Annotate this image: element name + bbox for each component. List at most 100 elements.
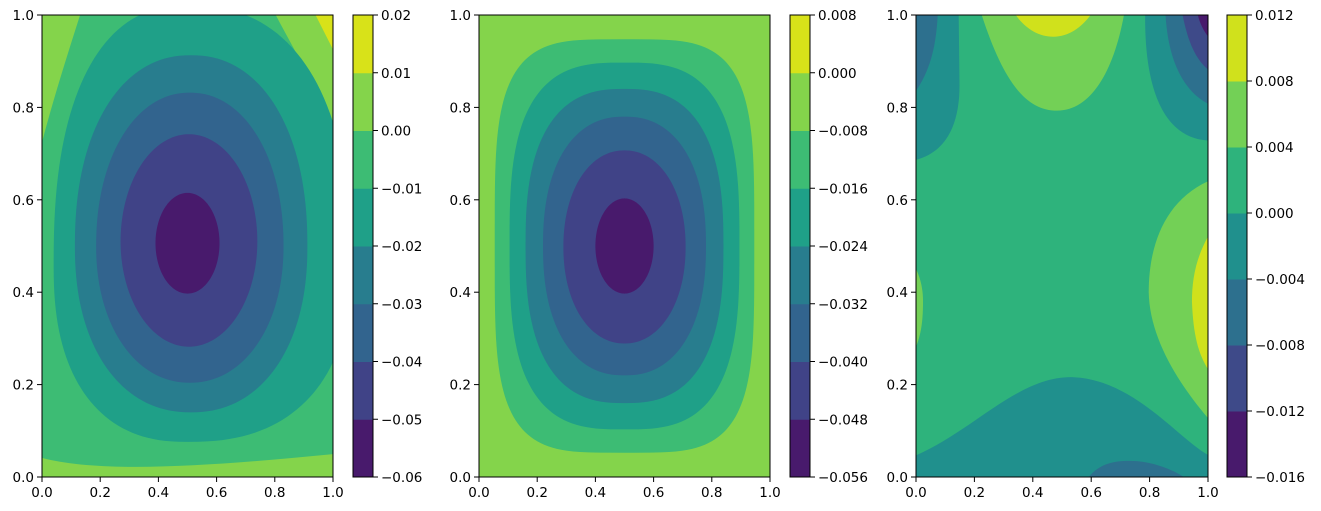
contour-band-5	[916, 268, 924, 347]
y-tick-label: 0.4	[450, 285, 471, 301]
contour-band-0	[595, 198, 654, 294]
colorbar-swatch	[790, 303, 810, 362]
colorbar-tick-label: −0.01	[381, 181, 422, 197]
contour-band-5	[1148, 181, 1208, 419]
colorbar-tick-label: −0.04	[381, 355, 422, 371]
axes-frame	[41, 14, 334, 478]
contour-plot-3: 0.0 0.2 0.4 0.6 0.8 1.0 0.0 0.2 0.4 0.6 0.8 1.0	[887, 8, 1219, 501]
x-tick-label: 0.4	[1022, 485, 1043, 501]
x-tick-label: 0.4	[148, 485, 169, 501]
colorbar-swatch	[353, 15, 373, 74]
contour-band-0	[155, 192, 220, 294]
contour-band-5	[981, 15, 1124, 111]
colorbar-swatch	[353, 419, 373, 478]
colorbar-tick-label: −0.048	[818, 412, 868, 428]
colorbar-swatch	[353, 130, 373, 189]
x-tick-label: 0.2	[526, 485, 547, 501]
colorbar-swatch	[1227, 279, 1247, 346]
colorbar-swatch	[353, 361, 373, 420]
y-tick-label: 0.8	[13, 100, 34, 116]
y-tick-label: 0.6	[450, 193, 471, 209]
colorbar-tick-label: −0.024	[818, 239, 868, 255]
x-tick-label: 0.8	[264, 485, 285, 501]
y-tick-label: 0.6	[887, 193, 908, 209]
colorbar-tick-label: 0.008	[818, 8, 857, 24]
colorbar-tick-label: −0.008	[818, 124, 868, 140]
colorbar-1: −0.06 −0.05 −0.04 −0.03 −0.02 −0.01 0.00 0.01 0.…	[352, 8, 422, 486]
x-tick-label: 0.0	[468, 485, 489, 501]
colorbar-tick-label: −0.032	[818, 297, 868, 313]
contour-bands	[479, 15, 770, 477]
y-tick-label: 0.0	[450, 470, 471, 486]
contour-plot-2: 0.0 0.2 0.4 0.6 0.8 1.0 0.0 0.2 0.4 0.6 0.8 1.0	[450, 8, 781, 501]
x-tick-label: 0.6	[1080, 485, 1101, 501]
x-tick-label: 0.8	[701, 485, 722, 501]
contour-band-0	[1197, 15, 1208, 37]
colorbar-tick-label: −0.056	[818, 470, 868, 486]
colorbar-swatch	[790, 130, 810, 189]
colorbar-swatch	[790, 72, 810, 131]
y-tick-label: 1.0	[450, 8, 471, 24]
x-tick-label: 0.2	[89, 485, 110, 501]
contour-bands	[42, 15, 333, 477]
colorbar-swatch	[353, 188, 373, 247]
contour-band-1	[1182, 15, 1208, 70]
colorbar-tick-label: −0.06	[381, 470, 422, 486]
colorbar-tick-label: 0.01	[381, 66, 411, 82]
colorbar-swatch	[353, 246, 373, 305]
x-tick-label: 0.4	[585, 485, 606, 501]
colorbar-tick-label: −0.012	[1255, 404, 1305, 420]
colorbar-tick-label: 0.00	[381, 124, 411, 140]
y-tick-label: 0.8	[450, 100, 471, 116]
colorbar-tick-label: 0.004	[1255, 140, 1294, 156]
x-tick-label: 0.6	[206, 485, 227, 501]
colorbar-frame	[1226, 14, 1248, 478]
y-tick-label: 0.6	[13, 193, 34, 209]
colorbar-swatch	[353, 303, 373, 362]
axes-frame	[478, 14, 771, 478]
y-tick-label: 1.0	[13, 8, 34, 24]
contour-band-7	[315, 15, 333, 50]
contour-band-2	[1088, 460, 1184, 477]
x-tick-label: 0.0	[31, 485, 52, 501]
contour-bands	[916, 15, 1208, 477]
colorbar-tick-label: −0.03	[381, 297, 422, 313]
x-tick-label: 0.2	[964, 485, 985, 501]
colorbar-swatch	[1227, 147, 1247, 214]
colorbar-tick-label: −0.05	[381, 412, 422, 428]
y-tick-label: 0.2	[450, 378, 471, 394]
axes-frame	[915, 14, 1209, 478]
colorbar-swatch	[353, 72, 373, 131]
colorbar-tick-label: 0.02	[381, 8, 411, 24]
colorbar-tick-label: −0.008	[1255, 338, 1305, 354]
contour-band-6	[1015, 15, 1091, 37]
y-tick-label: 0.0	[13, 470, 34, 486]
colorbar-tick-label: −0.02	[381, 239, 422, 255]
y-tick-label: 0.4	[887, 285, 908, 301]
colorbar-2: −0.056 −0.048 −0.040 −0.032 −0.024 −0.016 −0.0…	[789, 8, 868, 486]
x-tick-label: 0.0	[905, 485, 926, 501]
colorbar-swatch	[1227, 345, 1247, 412]
colorbar-tick-label: −0.016	[1255, 470, 1305, 486]
contour-band-6	[1191, 236, 1208, 370]
y-tick-label: 0.8	[887, 100, 908, 116]
colorbar-tick-label: 0.000	[1255, 206, 1294, 222]
colorbar-swatch	[790, 419, 810, 478]
contour-band-2	[916, 15, 938, 91]
colorbar-swatch	[790, 15, 810, 74]
colorbar-swatch	[1227, 81, 1247, 148]
x-tick-label: 1.0	[1197, 485, 1218, 501]
contour-plot-1: 0.0 0.2 0.4 0.6 0.8 1.0 0.0 0.2 0.4 0.6 0.8 1.0	[13, 8, 344, 501]
colorbar-tick-label: 0.008	[1255, 74, 1294, 90]
y-tick-label: 0.4	[13, 285, 34, 301]
contour-band-3	[916, 377, 1208, 477]
colorbar-swatch	[1227, 15, 1247, 82]
x-tick-label: 1.0	[322, 485, 343, 501]
colorbar-3: −0.016 −0.012 −0.008 −0.004 0.000 0.004 0.008 0…	[1226, 8, 1305, 486]
colorbar-swatch	[1227, 411, 1247, 478]
colorbar-swatch	[790, 188, 810, 247]
y-tick-label: 0.2	[13, 378, 34, 394]
x-tick-label: 0.6	[643, 485, 664, 501]
y-tick-label: 0.2	[887, 378, 908, 394]
